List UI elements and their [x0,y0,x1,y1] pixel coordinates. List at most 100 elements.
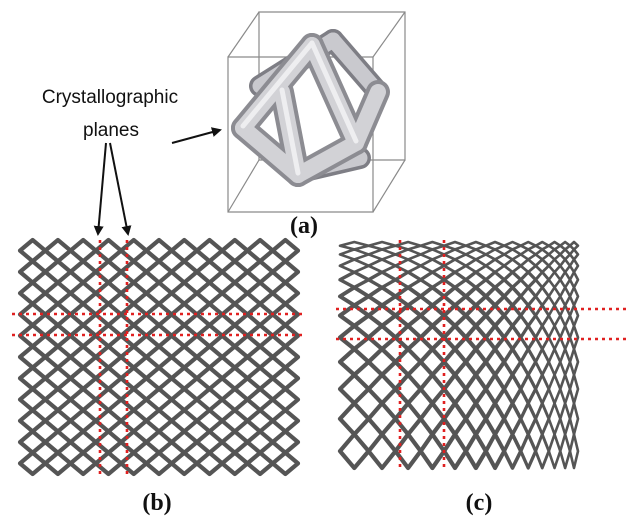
lattice-cell [197,346,222,367]
lattice-cell [121,389,146,410]
lattice-cell [536,249,549,259]
lattice-cell [536,403,549,434]
lattice-cell [486,272,504,287]
lattice-cell [570,259,578,272]
lattice-cell [504,434,521,468]
lattice-cell [444,259,466,272]
lattice-cell [521,349,536,375]
lattice-cell [369,249,396,259]
lattice-cell [20,410,45,431]
lattice-cell [570,272,578,287]
lattice-cell [521,259,536,272]
lattice-cell [71,389,96,410]
annotation-line-2: planes [83,120,139,141]
lattice-cell [222,389,247,410]
lattice-cell [369,326,396,349]
lattice-cell [172,410,197,431]
lattice-cell [340,287,369,305]
lattice-cell [20,283,45,304]
lattice-cell [273,431,298,452]
lattice-cell [521,403,536,434]
lattice-cell [444,403,466,434]
lattice-cell [247,431,272,452]
lattice-cell [486,259,504,272]
lattice-cell [197,453,222,474]
annotation-line-1: Crystallographic [42,87,178,108]
panel-a-unit-cell [228,12,405,212]
lattice-cell [444,349,466,375]
lattice-cell [247,389,272,410]
lattice-cell [466,403,486,434]
lattice-cell [172,240,197,261]
lattice-cell [146,346,171,367]
lattice-cell [369,272,396,287]
lattice-cell [197,431,222,452]
lattice-cell [71,453,96,474]
lattice-cell [549,349,560,375]
lattice-cell [444,272,466,287]
lattice-cell [504,259,521,272]
lattice-cell [536,272,549,287]
lattice-cell [504,375,521,403]
lattice-cell [570,403,578,434]
lattice-cell [560,326,570,349]
lattice-cell [340,349,369,375]
lattice-cell [247,283,272,304]
lattice-cell [172,453,197,474]
lattice-cell [45,261,70,282]
lattice-cell [421,375,444,403]
lattice-cell [222,240,247,261]
lattice-cell [560,259,570,272]
lattice-cell [121,346,146,367]
lattice-cell [247,410,272,431]
lattice-cell [340,272,369,287]
lattice-cell [444,375,466,403]
lattice-cell [71,283,96,304]
lattice-cell [549,375,560,403]
lattice-cell [96,410,121,431]
lattice-cell [146,410,171,431]
lattice-cell [340,403,369,434]
lattice-cell [146,368,171,389]
lattice-cell [96,346,121,367]
lattice-cell [96,240,121,261]
lattice-cell [146,453,171,474]
lattice-cell [421,326,444,349]
lattice-cell [273,368,298,389]
lattice-cell [466,272,486,287]
lattice-cell [197,389,222,410]
lattice-cell [222,368,247,389]
lattice-cell [444,287,466,305]
lattice-cell [71,431,96,452]
lattice-cell [570,249,578,259]
lattice-cell [172,368,197,389]
lattice-cell [172,261,197,282]
lattice-cell [197,240,222,261]
lattice-cell [560,403,570,434]
lattice-cell [146,431,171,452]
lattice-cell [45,453,70,474]
lattice-cell [421,434,444,468]
lattice-cell [172,431,197,452]
lattice-cell [197,261,222,282]
lattice-cell [45,410,70,431]
lattice-cell [340,249,369,259]
lattice-cell [570,375,578,403]
lattice-cell [560,434,570,468]
lattice-cell [71,410,96,431]
lattice-cell [273,389,298,410]
lattice-cell [247,261,272,282]
lattice-cell [466,249,486,259]
lattice-cell [273,453,298,474]
lattice-cell [222,261,247,282]
lattice-cell [549,326,560,349]
lattice-cell [96,261,121,282]
lattice-cell [369,259,396,272]
lattice-cell [549,272,560,287]
lattice-cell [560,375,570,403]
lattice-cell [536,349,549,375]
lattice-cell [96,431,121,452]
lattice-cell [20,368,45,389]
lattice-cell [121,410,146,431]
